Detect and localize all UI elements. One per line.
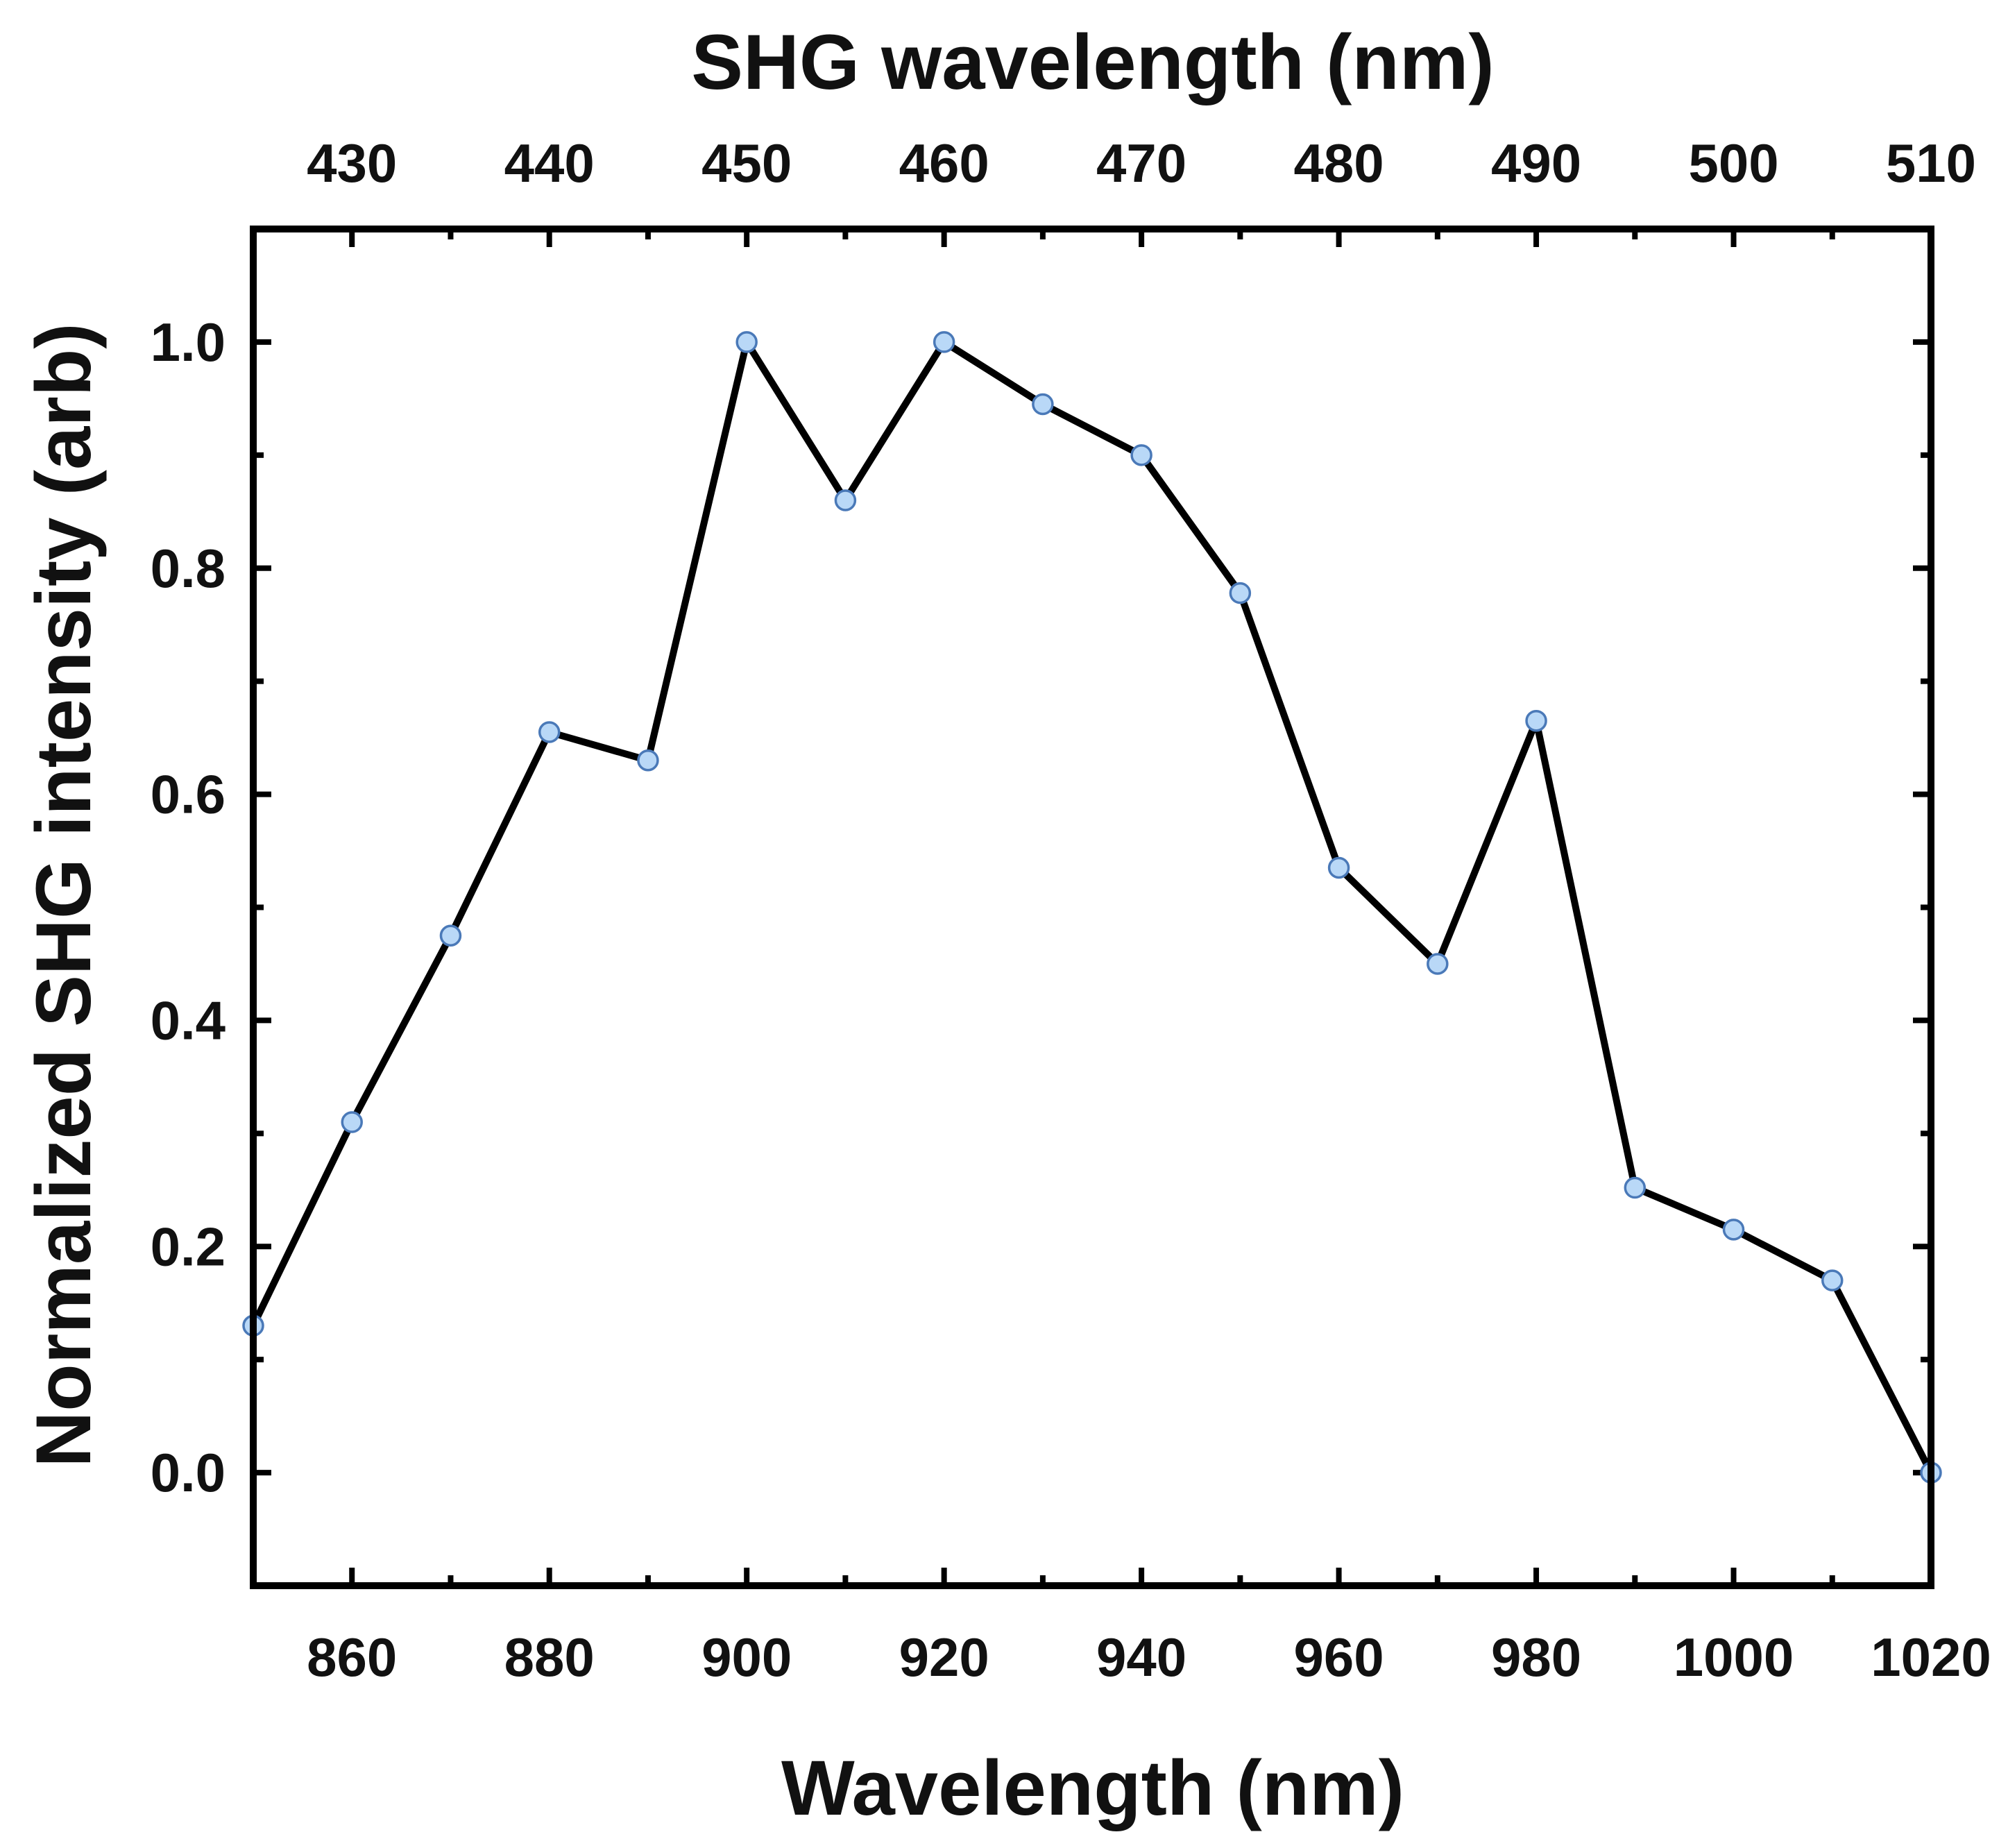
top-tick-label: 460 — [899, 133, 989, 194]
top-tick-label: 480 — [1294, 133, 1384, 194]
data-point — [637, 749, 659, 772]
y-tick-label: 0.6 — [151, 764, 226, 825]
series-line — [250, 338, 1934, 1475]
top-tick-label: 430 — [307, 133, 397, 194]
plot-frame — [250, 226, 1934, 1589]
top-tick-label: 510 — [1886, 133, 1976, 194]
y-axis-title: Normalized SHG intensity (arb) — [20, 323, 107, 1467]
top-axis-title: SHG wavelength (nm) — [691, 19, 1494, 105]
x-tick-label: 860 — [307, 1627, 397, 1688]
y-tick-label: 0.8 — [151, 538, 226, 599]
top-tick-label: 470 — [1096, 133, 1186, 194]
x-tick-label: 1020 — [1871, 1627, 1991, 1688]
data-point — [1032, 393, 1054, 416]
y-tick-label: 0.2 — [151, 1216, 226, 1277]
y-tick-label: 1.0 — [151, 312, 226, 373]
top-tick-label: 500 — [1688, 133, 1778, 194]
data-point — [933, 331, 955, 353]
data-point — [1624, 1176, 1647, 1199]
data-point — [1722, 1219, 1745, 1241]
data-point — [341, 1111, 363, 1133]
data-point — [1427, 953, 1449, 975]
data-point — [1525, 709, 1547, 732]
x-tick-label: 980 — [1491, 1627, 1581, 1688]
data-point — [439, 924, 462, 947]
x-tick-label: 900 — [701, 1627, 792, 1688]
y-tick-label: 0.0 — [151, 1442, 226, 1503]
tick-labels-layer: 860 880 900 920 940 960 980 1000 1020 430 440 450 46… — [151, 133, 1991, 1688]
data-point — [834, 489, 857, 511]
x-tick-label: 960 — [1294, 1627, 1384, 1688]
y-tick-label: 0.4 — [151, 990, 226, 1051]
data-point — [1229, 582, 1252, 604]
data-point — [1821, 1269, 1844, 1291]
x-tick-label: 940 — [1096, 1627, 1186, 1688]
data-point — [1327, 856, 1350, 879]
data-point — [735, 331, 758, 353]
x-tick-label: 1000 — [1674, 1627, 1794, 1688]
top-tick-label: 440 — [504, 133, 595, 194]
x-axis-title: Wavelength (nm) — [781, 1745, 1404, 1831]
top-tick-label: 490 — [1491, 133, 1581, 194]
data-point — [538, 721, 561, 743]
x-tick-label: 880 — [504, 1627, 595, 1688]
x-tick-label: 920 — [899, 1627, 989, 1688]
top-tick-label: 450 — [701, 133, 792, 194]
data-point — [1130, 444, 1152, 466]
